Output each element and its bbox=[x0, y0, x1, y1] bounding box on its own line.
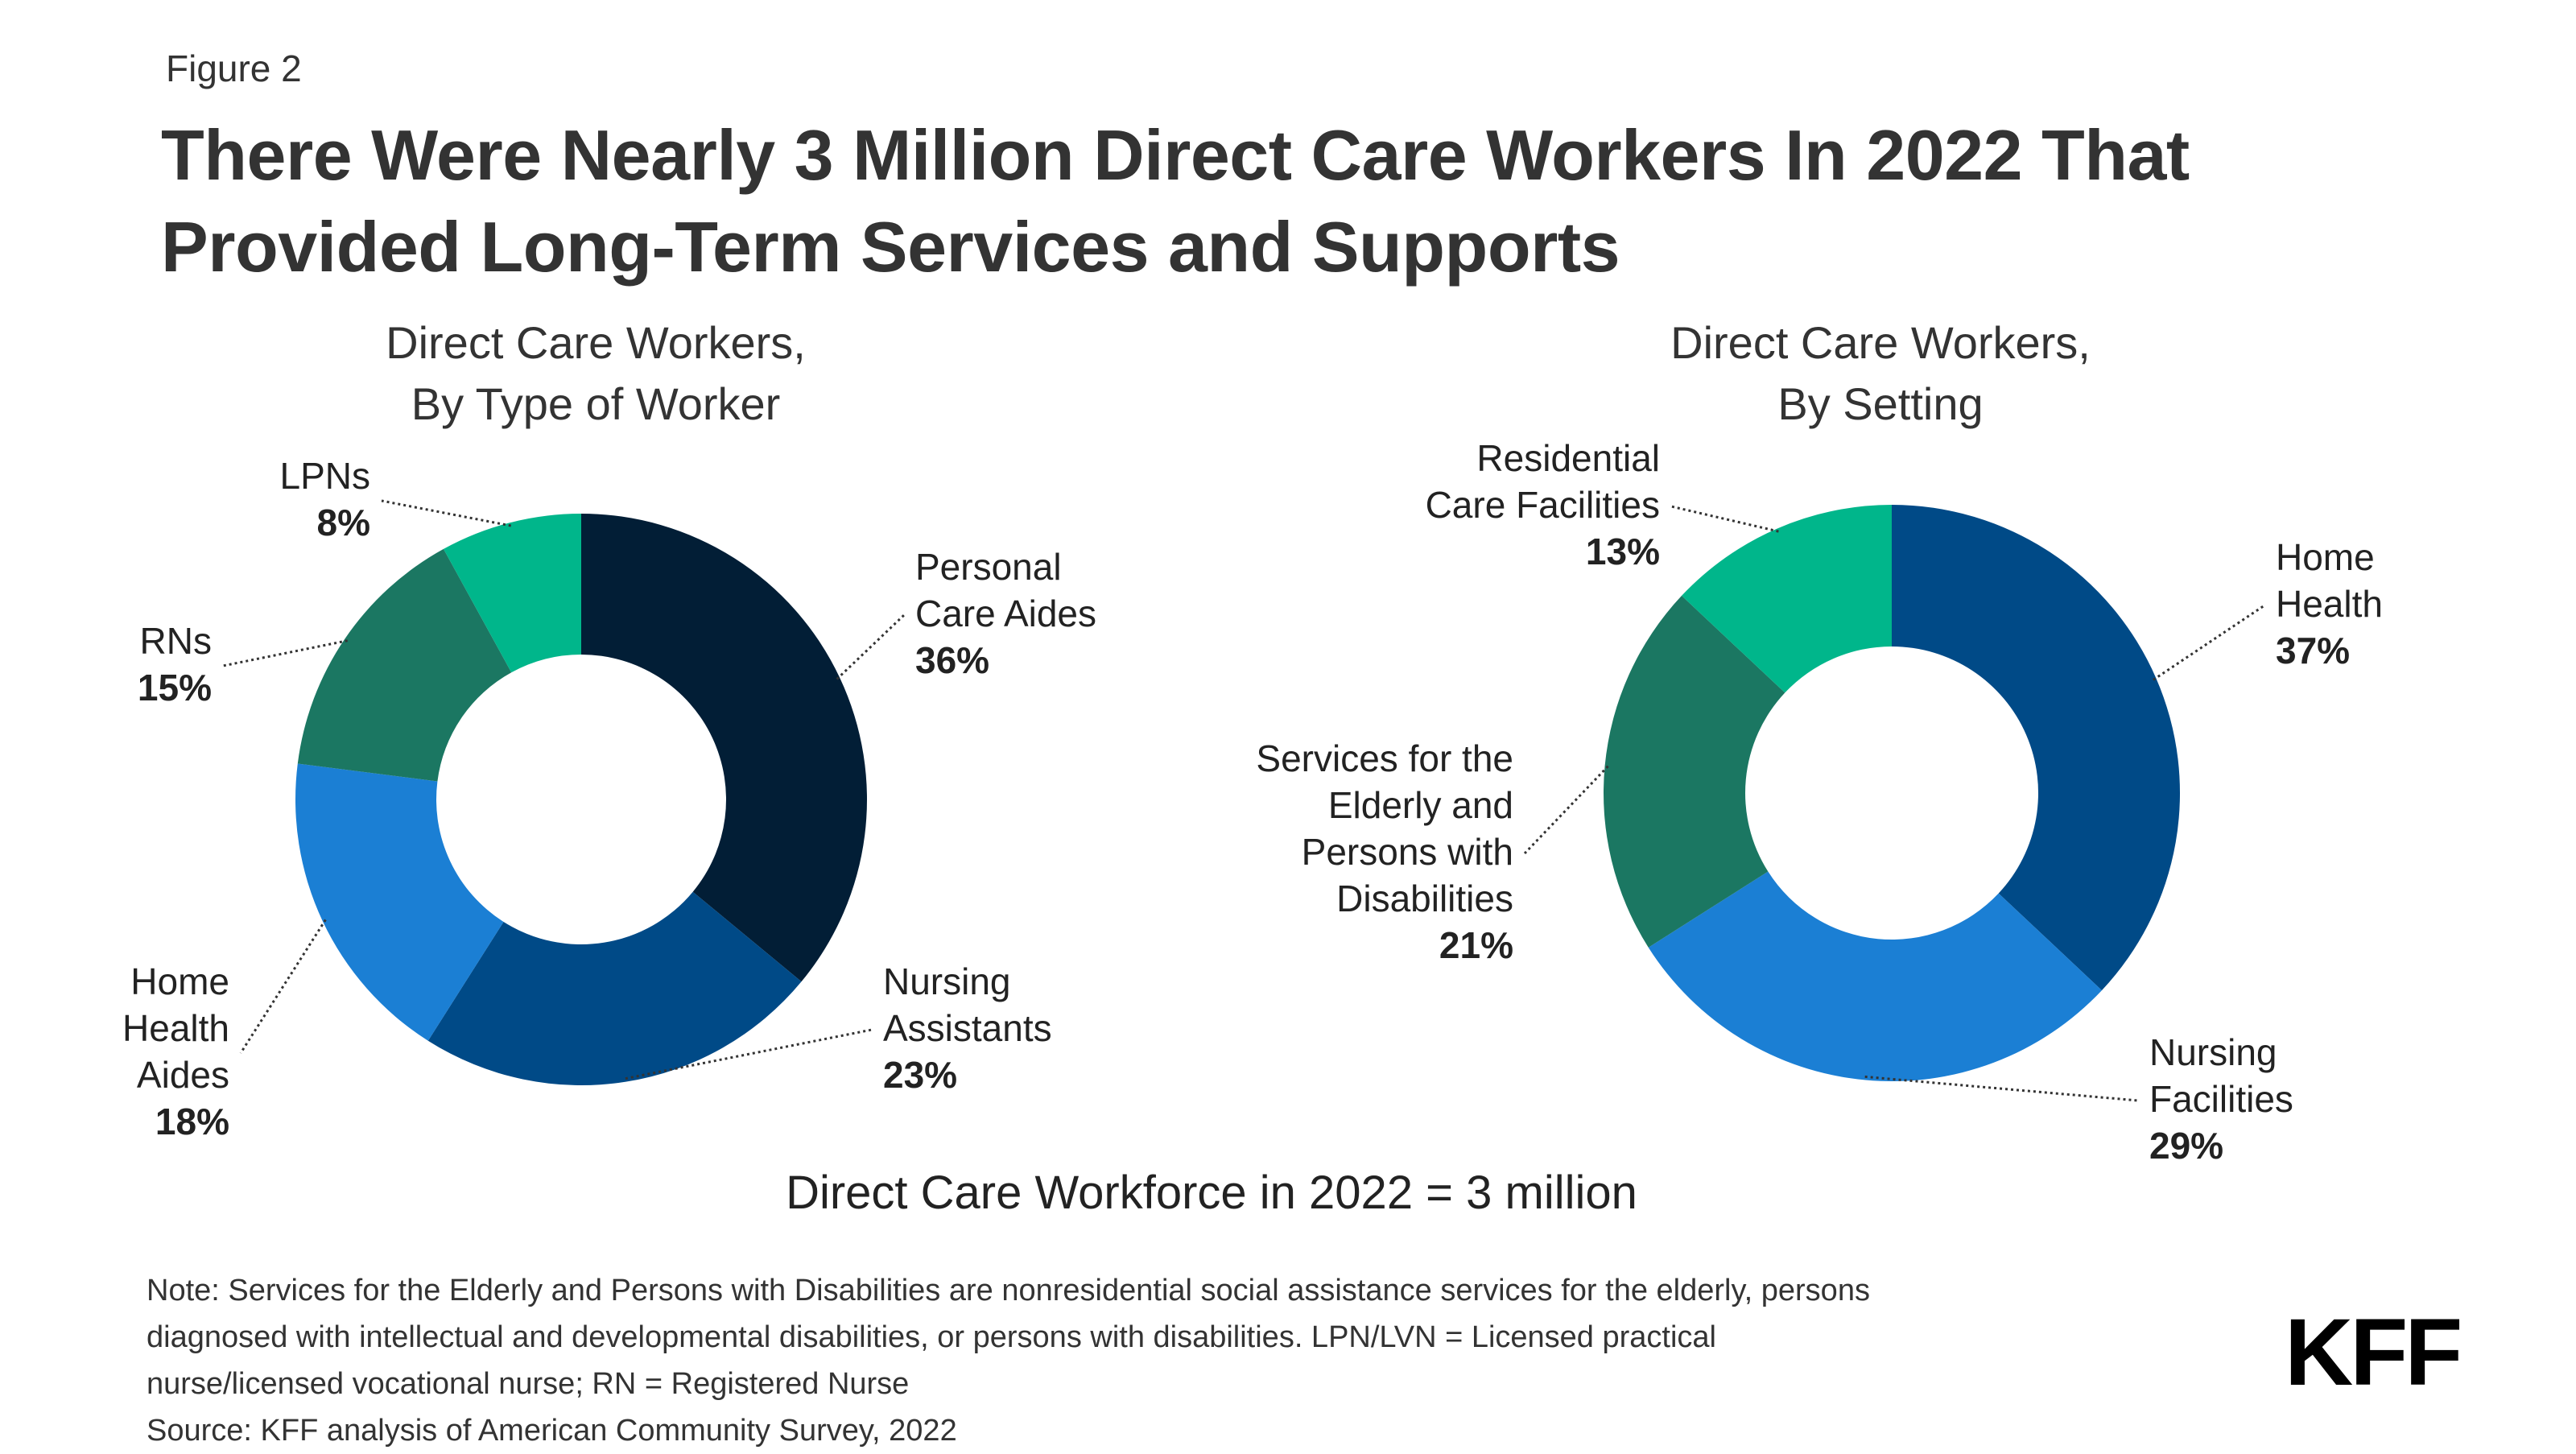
chart-2-title-line-2: By Setting bbox=[1777, 378, 1984, 429]
slice-home-health-aides bbox=[295, 763, 504, 1041]
slice-personal-care-aides bbox=[581, 514, 867, 982]
value-label-rns: 15% bbox=[138, 667, 212, 708]
label-rns: RNs 15% bbox=[138, 620, 212, 708]
label-personal-care-aides: Personal Care Aides 36% bbox=[915, 546, 1096, 681]
label-nursing-assistants: Nursing Assistants 23% bbox=[883, 960, 1052, 1096]
label-residential-care-facilities: Residential Care Facilities 13% bbox=[1426, 437, 1660, 572]
slice-nursing-facilities bbox=[1648, 871, 2102, 1081]
label-home-health-aides: Home Health Aides 18% bbox=[122, 960, 229, 1142]
value-label-home-health: 37% bbox=[2276, 630, 2350, 671]
slice-services-for-the-elderly-and-persons-with-disabilities bbox=[1604, 595, 1785, 948]
donut-chart-2: Home Health 37% Nursing Facilities 29% Service… bbox=[1256, 437, 2383, 1167]
donut-chart-1: Personal Care Aides 36% Nursing Assistants 23… bbox=[122, 455, 1096, 1142]
chart-2-title-line-1: Direct Care Workers, bbox=[1670, 317, 2091, 368]
note-line-2: diagnosed with intellectual and developm… bbox=[147, 1320, 1716, 1354]
value-label-home-health-aides: 18% bbox=[155, 1101, 229, 1142]
slice-home-health bbox=[1892, 505, 2180, 991]
leader-line-residential-care-facilities bbox=[1670, 505, 1779, 533]
label-nursing-facilities: Nursing Facilities 29% bbox=[2149, 1031, 2293, 1167]
leader-line-services-for-the-elderly-and-persons-with-disabilities bbox=[1523, 765, 1609, 855]
note-source: Note: Services for the Elderly and Perso… bbox=[147, 1267, 2159, 1454]
slice-lpns bbox=[443, 514, 581, 673]
value-label-personal-care-aides: 36% bbox=[915, 639, 989, 681]
label-services-for-the-elderly-and-persons-with-disabilities: Services for the Elderly and Persons with D… bbox=[1256, 737, 1513, 966]
label-home-health: Home Health 37% bbox=[2276, 536, 2383, 671]
value-label-nursing-facilities: 29% bbox=[2149, 1125, 2223, 1167]
value-label-lpns: 8% bbox=[317, 502, 370, 543]
leader-line-rns bbox=[222, 639, 348, 667]
chart-1-title-line-2: By Type of Worker bbox=[411, 378, 781, 429]
leader-line-personal-care-aides bbox=[836, 613, 906, 680]
slice-nursing-assistants bbox=[427, 891, 802, 1085]
kff-logo: KFF bbox=[2285, 1299, 2462, 1406]
leader-line-home-health-aides bbox=[239, 919, 327, 1054]
figure-title: There Were Nearly 3 Million Direct Care … bbox=[161, 109, 2415, 293]
source-line: Source: KFF analysis of American Communi… bbox=[147, 1414, 957, 1448]
workforce-total: Direct Care Workforce in 2022 = 3 millio… bbox=[786, 1167, 1637, 1219]
label-lpns: LPNs 8% bbox=[280, 455, 370, 543]
figure-title-line-2: Provided Long-Term Services and Supports bbox=[161, 207, 1620, 287]
leader-line-home-health bbox=[2153, 604, 2265, 681]
note-line-1: Note: Services for the Elderly and Perso… bbox=[147, 1274, 1870, 1307]
figure-label: Figure 2 bbox=[166, 48, 302, 89]
leader-line-lpns bbox=[381, 499, 511, 527]
value-label-nursing-assistants: 23% bbox=[883, 1054, 957, 1096]
chart-2-title: Direct Care Workers, By Setting bbox=[1639, 312, 2122, 435]
chart-1-title: Direct Care Workers, By Type of Worker bbox=[354, 312, 837, 435]
slice-residential-care-facilities bbox=[1682, 505, 1892, 693]
figure-title-line-1: There Were Nearly 3 Million Direct Care … bbox=[161, 115, 2190, 195]
leader-line-nursing-assistants bbox=[625, 1028, 873, 1080]
leader-line-nursing-facilities bbox=[1864, 1075, 2139, 1102]
chart-1-title-line-1: Direct Care Workers, bbox=[386, 317, 806, 368]
value-label-services-for-the-elderly-and-persons-with-disabilities: 21% bbox=[1439, 924, 1513, 966]
value-label-residential-care-facilities: 13% bbox=[1586, 531, 1660, 572]
note-line-3: nurse/licensed vocational nurse; RN = Re… bbox=[147, 1367, 910, 1401]
slice-rns bbox=[297, 548, 512, 782]
